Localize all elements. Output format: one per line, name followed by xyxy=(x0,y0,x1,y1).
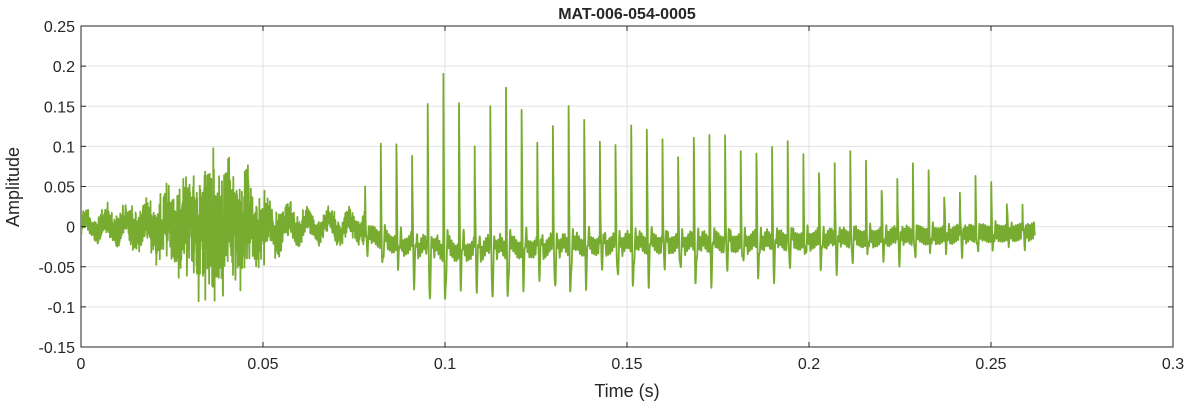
y-tick-label: 0.25 xyxy=(44,19,75,36)
y-tick-label: 0.1 xyxy=(53,139,75,156)
x-axis-label: Time (s) xyxy=(594,381,659,401)
y-tick-label: -0.05 xyxy=(39,260,76,277)
y-axis-label: Amplitude xyxy=(3,147,23,227)
x-tick-label: 0.15 xyxy=(611,356,642,373)
y-axis: -0.15 -0.1 -0.05 0 0.05 0.1 0.15 0.2 0.25 xyxy=(39,19,1173,357)
x-tick-label: 0.3 xyxy=(1162,356,1184,373)
y-tick-label: 0.2 xyxy=(53,59,75,76)
x-tick-label: 0.25 xyxy=(975,356,1006,373)
x-tick-label: 0.1 xyxy=(434,356,456,373)
x-tick-label: 0 xyxy=(77,356,86,373)
y-tick-label: -0.1 xyxy=(47,300,75,317)
x-tick-label: 0.2 xyxy=(798,356,820,373)
y-tick-label: -0.15 xyxy=(39,340,76,357)
y-tick-label: 0 xyxy=(66,220,75,237)
chart-title: MAT-006-054-0005 xyxy=(558,6,696,23)
y-tick-label: 0.15 xyxy=(44,99,75,116)
x-tick-label: 0.05 xyxy=(247,356,278,373)
y-tick-label: 0.05 xyxy=(44,180,75,197)
waveform-line xyxy=(81,72,1036,303)
x-axis: 0 0.05 0.1 0.15 0.2 0.25 0.3 xyxy=(77,26,1184,373)
